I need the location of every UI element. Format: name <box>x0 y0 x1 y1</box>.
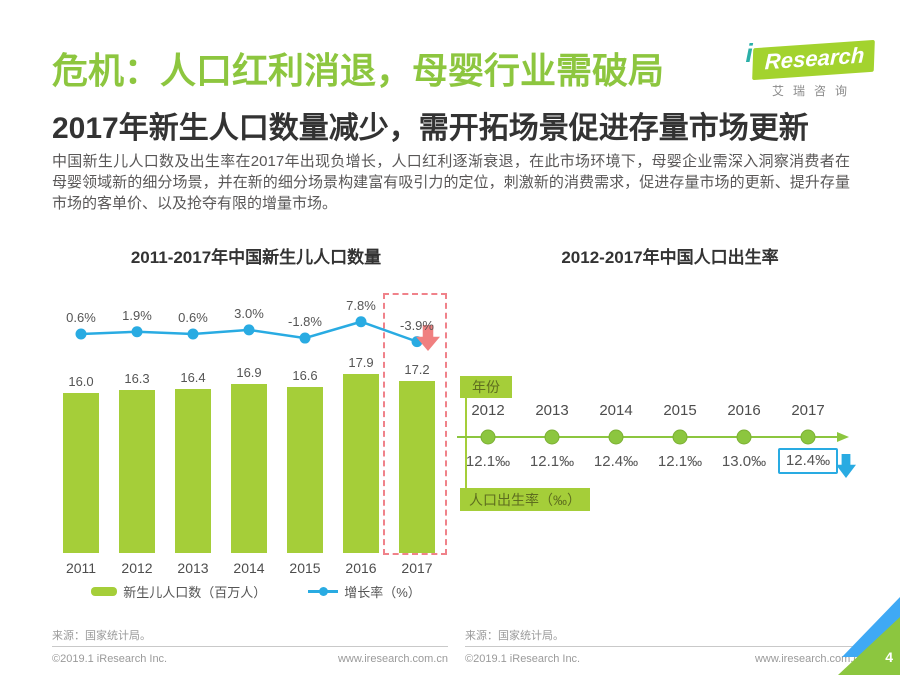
bar-value-label: 17.9 <box>348 355 374 370</box>
timeline-year-2013: 2013 <box>535 402 569 419</box>
footer-left: ©2019.1 iResearch Inc. www.iresearch.com… <box>52 653 448 665</box>
timeline-year-2015: 2015 <box>663 402 697 419</box>
slide-subtitle: 2017年新生人口数量减少，需开拓场景促进存量市场更新 <box>52 112 809 145</box>
logo-i-letter: i <box>745 38 753 68</box>
newborn-chart-title: 2011-2017年中国新生儿人口数量 <box>130 248 382 267</box>
year-axis-tag: 年份 <box>460 376 512 398</box>
legend-item-line: 增长率（%） <box>308 582 421 601</box>
website-link[interactable]: www.iresearch.com.cn <box>337 653 448 665</box>
bar-2011 <box>63 393 99 553</box>
birthrate-value-2013: 12.1‰ <box>529 453 575 470</box>
logo-brand-text: Research <box>752 39 876 81</box>
bar-value-label: 16.3 <box>124 371 150 386</box>
bar-2016 <box>343 374 379 553</box>
page-number: 4 <box>885 649 893 665</box>
left-chart-source: 来源：国家统计局。 <box>52 630 151 642</box>
bar-2012 <box>119 390 155 553</box>
x-axis-label-2011: 2011 <box>65 560 97 576</box>
timeline-axis <box>457 429 849 445</box>
birthrate-chart-title: 2012-2017年中国人口出生率 <box>561 248 779 267</box>
x-axis-label-2016: 2016 <box>345 560 377 576</box>
bar-value-label: 16.0 <box>68 374 94 389</box>
growth-rate-label: 1.9% <box>122 307 152 323</box>
x-axis-label-2013: 2013 <box>177 560 209 576</box>
growth-rate-label: 0.6% <box>178 309 208 325</box>
x-axis-label-2014: 2014 <box>233 560 265 576</box>
birthrate-chart-plot: 年份 人口出生率（‰） 2012 12.1‰ 2013 12.1‰ 2014 12.4‰ 2… <box>455 370 885 520</box>
growth-rate-line <box>75 316 423 348</box>
axis-connector-line <box>465 398 467 490</box>
bar-2013 <box>175 389 211 553</box>
growth-rate-label: 0.6% <box>66 309 96 325</box>
bar-value-label: 16.9 <box>236 365 262 380</box>
logo-mark: i Research <box>745 38 876 81</box>
chart-legend: 新生儿人口数（百万人） 增长率（%） <box>52 582 460 601</box>
timeline-year-2016: 2016 <box>727 402 761 419</box>
line-swatch-icon <box>308 587 339 596</box>
bar-2017 <box>399 381 435 553</box>
legend-bar-label: 新生儿人口数（百万人） <box>123 585 267 600</box>
intro-paragraph: 中国新生儿人口数及出生率在2017年出现负增长，人口红利逐渐衰退，在此市场环境下… <box>52 153 850 212</box>
birthrate-axis-tag: 人口出生率（‰） <box>460 488 590 511</box>
bar-value-label: 17.2 <box>404 362 430 377</box>
growth-rate-label: -1.8% <box>288 314 322 330</box>
timeline-year-2017: 2017 <box>791 402 825 419</box>
x-axis-label-2012: 2012 <box>121 560 153 576</box>
birthrate-value-2016: 13.0‰ <box>721 453 767 470</box>
bar-2015 <box>287 387 323 553</box>
iresearch-logo: i Research 艾瑞咨询 <box>745 38 882 99</box>
x-axis-label-2017: 2017 <box>401 560 433 576</box>
page-title: 危机：人口红利消退，母婴行业需破局 <box>52 50 665 91</box>
copyright-text: ©2019.1 iResearch Inc. <box>52 653 168 665</box>
legend-line-label: 增长率（%） <box>344 585 421 600</box>
footer-right: ©2019.1 iResearch Inc. www.iresearch.com… <box>465 653 865 665</box>
birthrate-value-2015: 12.1‰ <box>657 453 703 470</box>
birthrate-value-highlighted: 12.4‰ <box>778 448 838 474</box>
timeline-year-2014: 2014 <box>599 402 633 419</box>
bar-2014 <box>231 384 267 553</box>
website-link[interactable]: www.iresearch.com.cn <box>754 653 865 665</box>
x-axis-label-2015: 2015 <box>289 560 321 576</box>
bar-swatch-icon <box>91 587 118 596</box>
footer-divider-left <box>52 646 448 647</box>
right-chart-source: 来源：国家统计局。 <box>465 630 564 642</box>
bar-value-label: 16.6 <box>292 368 318 383</box>
growth-rate-label: -3.9% <box>400 317 434 333</box>
logo-chinese-name: 艾瑞咨询 <box>771 84 856 98</box>
bar-value-label: 16.4 <box>180 370 206 385</box>
birthrate-value-2012: 12.1‰ <box>465 453 511 470</box>
copyright-text: ©2019.1 iResearch Inc. <box>465 653 581 665</box>
timeline-year-2012: 2012 <box>471 402 505 419</box>
newborn-chart-plot: 新生儿人口数（百万人） 增长率（%） 16.0 2011 0.6% 16.3 2012 1… <box>52 285 460 605</box>
legend-item-bars: 新生儿人口数（百万人） <box>91 582 266 601</box>
footer-divider-right <box>465 646 865 647</box>
growth-rate-label: 7.8% <box>346 297 376 313</box>
growth-rate-label: 3.0% <box>234 305 264 321</box>
highlight-2017-dashed-box <box>383 293 447 555</box>
birthrate-value-2014: 12.4‰ <box>593 453 639 470</box>
